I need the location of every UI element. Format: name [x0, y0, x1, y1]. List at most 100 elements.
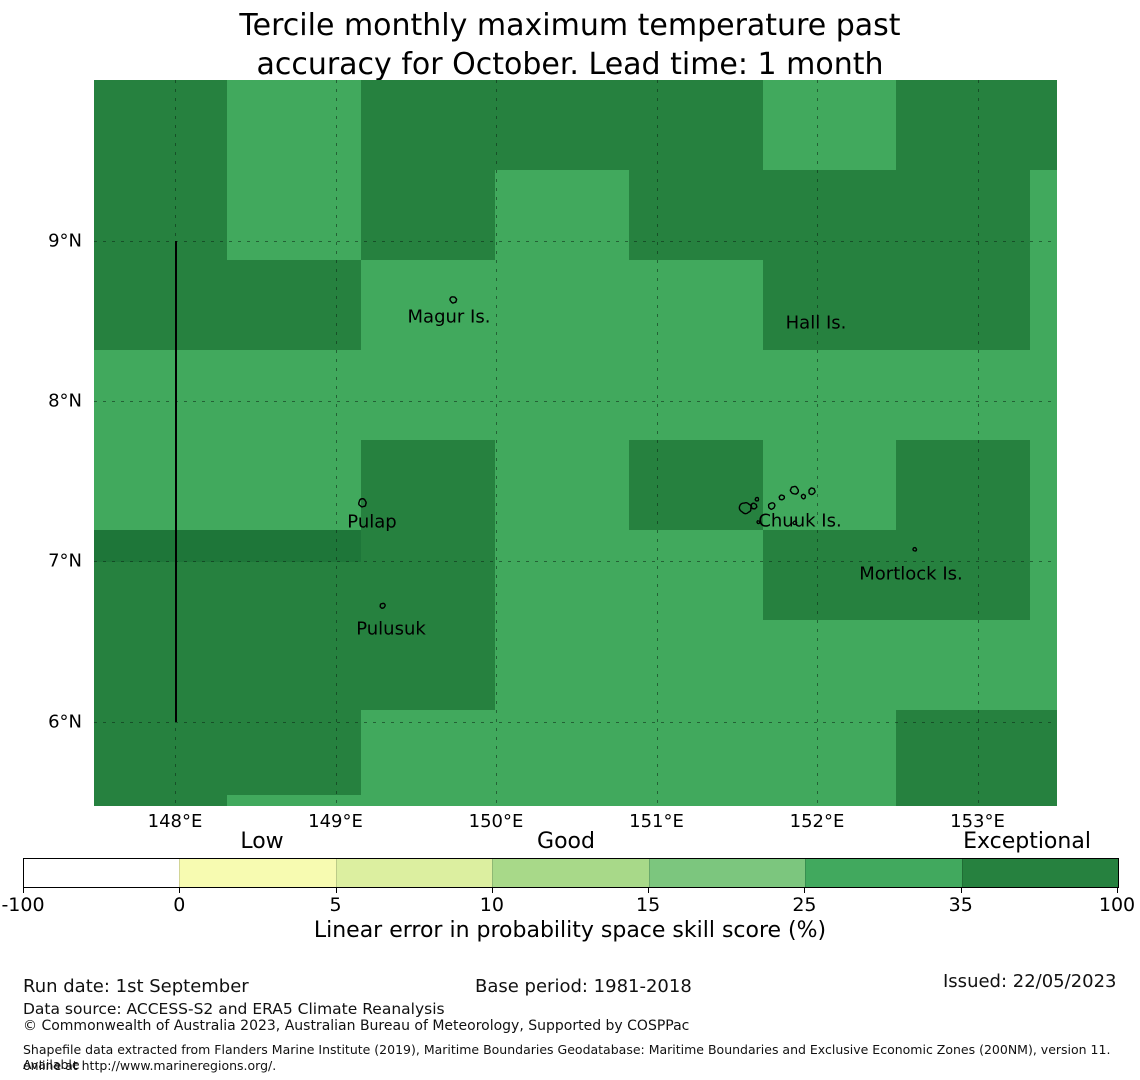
colorbar-tick-label-35: 35	[948, 894, 973, 916]
grid-cell-r9c4	[495, 795, 629, 806]
grid-cell-r8c5	[628, 710, 763, 795]
island-label-hall-is: Hall Is.	[785, 312, 847, 334]
grid-cell-r2c5	[628, 170, 763, 260]
grid-cell-r6c4	[495, 530, 629, 620]
y-tick-label-7°N: 7°N	[48, 550, 82, 572]
x-tick-label-150°E: 150°E	[468, 811, 524, 832]
grid-cell-r9c6	[762, 795, 896, 806]
island-outline-icon	[792, 493, 807, 505]
grid-cell-r6c7	[896, 530, 1030, 620]
x-tick-label-153°E: 153°E	[950, 811, 1005, 832]
island-label-pulusuk: Pulusuk	[356, 618, 426, 640]
island-outline-icon	[785, 512, 798, 526]
colorbar	[23, 858, 1119, 888]
grid-cell-r2c2	[227, 170, 361, 260]
colorbar-tick-mark	[23, 887, 24, 893]
grid-cell-r9c3	[361, 795, 495, 806]
island-outline-icon	[801, 485, 816, 496]
grid-cell-r6c6	[762, 530, 896, 620]
base-period-text: Base period: 1981-2018	[475, 976, 692, 997]
data-source-text: Data source: ACCESS-S2 and ERA5 Climate …	[23, 1000, 445, 1018]
colorbar-segment-0	[24, 859, 180, 887]
grid-cell-r9c5	[628, 795, 763, 806]
grid-cell-r1c5	[628, 80, 763, 170]
colorbar-segment-1	[179, 859, 336, 887]
grid-cell-r5c6	[762, 440, 896, 530]
grid-cell-r1c6	[762, 80, 896, 170]
colorbar-tick-mark	[804, 887, 806, 893]
colorbar-segment-2	[335, 859, 493, 887]
grid-cell-r4c4	[495, 350, 629, 440]
colorbar-tick-mark	[1117, 887, 1118, 893]
island-outline-icon	[737, 501, 753, 517]
colorbar-tick-mark	[179, 887, 181, 893]
grid-cell-r8c2	[227, 710, 361, 795]
grid-cell-r2c7	[896, 170, 1030, 260]
grid-cell-r5c3	[361, 440, 495, 530]
x-tick-label-148°E: 148°E	[147, 811, 203, 832]
grid-cell-r4c5	[628, 350, 763, 440]
grid-cell-r6c5	[628, 530, 763, 620]
grid-cell-r5c2	[227, 440, 361, 530]
colorbar-segment-3	[492, 859, 649, 887]
colorbar-segment-5	[805, 859, 962, 887]
chart-title-line2: accuracy for October. Lead time: 1 month	[256, 47, 884, 82]
copyright-text: © Commonwealth of Australia 2023, Austra…	[23, 1018, 690, 1034]
island-outline-icon	[778, 494, 789, 509]
colorbar-axis-label: Linear error in probability space skill …	[313, 918, 827, 943]
grid-cell-r7c3	[361, 620, 495, 710]
grid-cell-r8c8	[1029, 710, 1057, 795]
shapefile-note-line1: Shapefile data extracted from Flanders M…	[23, 1042, 1111, 1072]
x-tick-label-149°E: 149°E	[308, 811, 363, 832]
grid-cell-r1c1	[94, 80, 227, 170]
grid-cell-r1c4	[495, 80, 629, 170]
island-label-magur-is: Magur Is.	[407, 306, 491, 328]
grid-cell-r7c4	[495, 620, 629, 710]
grid-cell-r6c3	[361, 530, 495, 620]
grid-cell-r8c1	[94, 710, 227, 795]
grid-cell-r3c3	[361, 260, 495, 350]
grid-cell-r5c8	[1029, 440, 1057, 530]
eez-boundary-line	[174, 241, 177, 722]
island-outline-icon	[358, 494, 372, 508]
island-outline-icon	[908, 546, 918, 561]
grid-cell-r4c7	[896, 350, 1030, 440]
grid-cell-r8c3	[361, 710, 495, 795]
grid-cell-r3c4	[495, 260, 629, 350]
colorbar-tick-label--100: -100	[1, 894, 45, 916]
colorbar-tick-label-5: 5	[329, 894, 342, 916]
run-date-text: Run date: 1st September	[23, 976, 249, 997]
colorbar-category-low: Low	[240, 829, 284, 854]
grid-cell-r4c2	[227, 350, 361, 440]
chart-title: Tercile monthly maximum temperature past…	[0, 6, 1140, 84]
grid-cell-r1c8	[1029, 80, 1057, 170]
grid-cell-r4c3	[361, 350, 495, 440]
x-tick-label-152°E: 152°E	[789, 811, 845, 832]
shapefile-note-line2: online at http://www.marineregions.org/.	[23, 1058, 277, 1073]
issued-date-text: Issued: 22/05/2023	[943, 971, 1117, 992]
grid-cell-r2c6	[762, 170, 896, 260]
colorbar-segment-6	[961, 859, 1118, 887]
colorbar-tick-label-25: 25	[792, 894, 817, 916]
colorbar-tick-mark	[491, 887, 493, 893]
island-label-mortlock-is: Mortlock Is.	[859, 563, 963, 585]
grid-cell-r7c1	[94, 620, 227, 710]
grid-cell-r4c1	[94, 350, 227, 440]
island-outline-icon	[750, 495, 763, 510]
colorbar-category-good: Good	[537, 829, 595, 854]
y-tick-label-9°N: 9°N	[48, 230, 82, 252]
island-label-chuuk-is: Chuuk Is.	[758, 510, 842, 532]
grid-cell-r6c8	[1029, 530, 1057, 620]
grid-cell-r4c8	[1029, 350, 1057, 440]
grid-cell-r3c6	[762, 260, 896, 350]
grid-cell-r2c3	[361, 170, 495, 260]
grid-cell-r2c1	[94, 170, 227, 260]
grid-cell-r9c8	[1029, 795, 1057, 806]
island-outline-icon	[786, 485, 800, 500]
grid-cell-r3c5	[628, 260, 763, 350]
y-tick-label-8°N: 8°N	[48, 390, 82, 412]
colorbar-tick-label-15: 15	[636, 894, 661, 916]
grid-cell-r2c8	[1029, 170, 1057, 260]
grid-cell-r4c6	[762, 350, 896, 440]
island-outline-icon	[756, 509, 764, 525]
